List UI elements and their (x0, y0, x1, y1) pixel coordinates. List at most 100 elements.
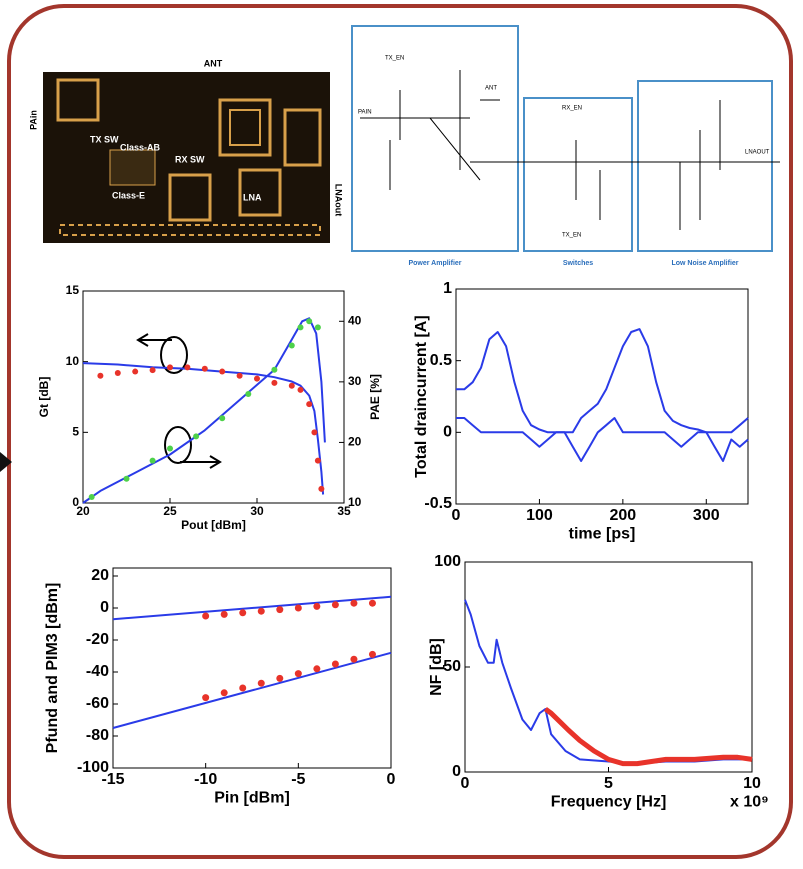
block-caption: Low Noise Amplifier (671, 260, 738, 267)
y-axis-label: Total draincurrent [A] (413, 315, 430, 477)
y-tick-label: 10 (66, 354, 80, 368)
marker (314, 457, 321, 464)
x-tick-label: 25 (163, 504, 177, 518)
die-photo: ANT PAin LNAout TX SW Class-AB RX SW Cla… (28, 58, 344, 243)
die-label: ANT (204, 58, 223, 68)
marker (132, 368, 139, 375)
die-label: Class-E (112, 190, 145, 200)
marker (294, 670, 302, 678)
ellipse (164, 426, 192, 464)
line (112, 651, 392, 729)
y2-tick-label: 30 (348, 374, 362, 388)
x-tick-label: 10 (743, 775, 761, 792)
marker (313, 602, 321, 610)
y-tick-label: 0 (72, 495, 79, 509)
arrow (0, 452, 12, 472)
die-label: TX SW (90, 134, 119, 144)
schematic: TX_EN ANT RX_EN TX_EN LNAOUT PAIN (351, 25, 780, 252)
marker (331, 660, 339, 668)
plot-frame (455, 288, 749, 505)
marker (149, 457, 156, 464)
y-tick-label: 0 (452, 763, 461, 780)
marker (245, 390, 252, 397)
x-axis-label: Pout [dBm] (181, 518, 246, 532)
plot-frame (82, 290, 345, 504)
schematic-label: TX_EN (562, 233, 581, 239)
y-tick-label: -80 (86, 727, 109, 744)
block-box (637, 80, 773, 252)
die-label: Class-AB (120, 142, 161, 152)
marker (202, 694, 210, 702)
marker (97, 372, 104, 379)
block-box (523, 97, 633, 252)
y2-tick-label: 40 (348, 313, 362, 327)
inductor (229, 109, 261, 146)
die-label: LNA (243, 192, 262, 202)
marker (318, 485, 325, 492)
x-tick-label: 5 (604, 775, 613, 792)
y-tick-label: 0 (100, 599, 109, 616)
schematic-label: PAIN (358, 110, 372, 116)
x-tick-label: 20 (76, 504, 90, 518)
marker (306, 401, 313, 408)
die-label: RX SW (175, 154, 205, 164)
y-axis-label: Pfund and PIM3 [dBm] (44, 583, 61, 754)
y-tick-label: 1 (443, 280, 452, 297)
inductor (283, 108, 322, 167)
marker (271, 379, 278, 386)
pads (59, 224, 321, 236)
arrow-right (180, 455, 222, 469)
marker (123, 475, 130, 482)
y-tick-label: -60 (86, 695, 109, 712)
x-tick-label: 200 (610, 507, 637, 524)
line (112, 595, 392, 621)
marker (257, 607, 265, 615)
schematic-label: RX_EN (562, 106, 582, 112)
y-tick-label: 20 (91, 567, 109, 584)
marker (254, 375, 260, 382)
marker (220, 689, 228, 697)
y-axis-label: NF [dB] (428, 638, 445, 696)
y2-tick-label: 20 (348, 435, 362, 449)
line (456, 417, 749, 462)
arrow-left (136, 333, 172, 347)
marker (306, 318, 313, 325)
block-caption: Switches (563, 260, 593, 267)
y-tick-label: -0.5 (424, 495, 452, 512)
y-tick-label: -20 (86, 631, 109, 648)
line (82, 362, 325, 495)
line (456, 328, 749, 434)
marker (350, 655, 358, 663)
block (109, 149, 156, 186)
marker (314, 324, 321, 331)
die (43, 72, 330, 243)
inductor (168, 173, 212, 222)
x-tick-label: 0 (461, 775, 470, 792)
marker (202, 612, 210, 620)
marker (201, 365, 208, 372)
marker (313, 665, 321, 673)
y-tick-label: 0 (443, 424, 452, 441)
marker (184, 364, 191, 371)
marker (297, 386, 304, 393)
y-tick-label: 15 (66, 283, 80, 297)
marker (167, 364, 173, 371)
y-tick-label: 5 (72, 425, 79, 439)
x-tick-label: 30 (250, 504, 264, 518)
marker (288, 342, 295, 349)
x-tick-label: -10 (194, 771, 217, 788)
x-exponent: x 10⁹ (730, 794, 769, 811)
y2-axis-label: PAE [%] (368, 374, 382, 420)
marker (219, 415, 226, 422)
x-tick-label: 300 (693, 507, 720, 524)
x-axis-label: time [ps] (569, 526, 636, 543)
marker (368, 650, 376, 658)
die-label: LNAout (334, 184, 344, 217)
y-axis-label: Gt [dB] (37, 377, 51, 418)
marker (219, 368, 226, 375)
marker (350, 599, 358, 607)
marker (114, 369, 121, 376)
marker (167, 445, 173, 452)
plot-frame (112, 567, 392, 769)
